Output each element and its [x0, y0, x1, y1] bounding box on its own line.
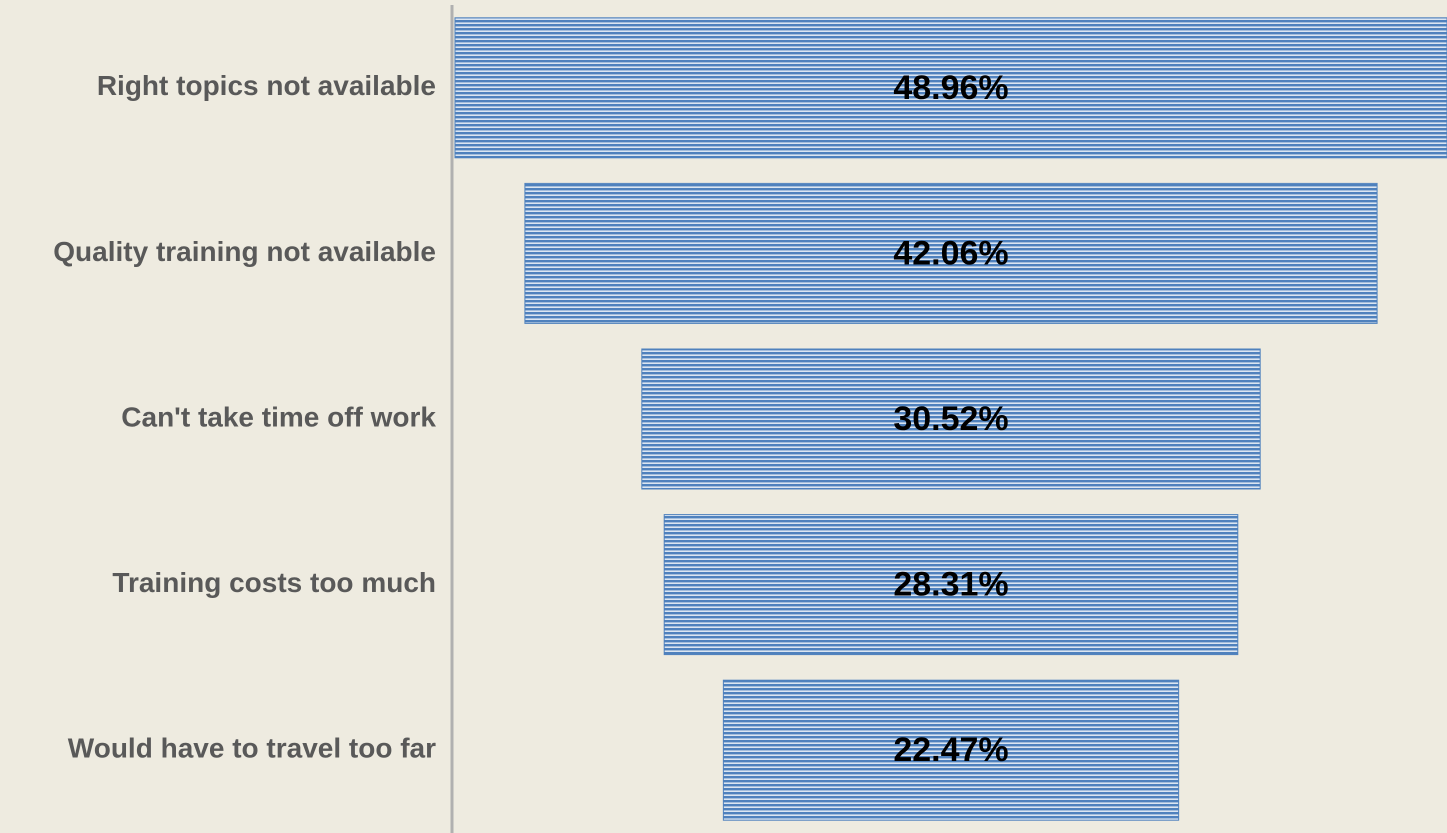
funnel-bar [641, 348, 1261, 490]
funnel-bar [722, 679, 1180, 821]
category-label: Training costs too much [112, 567, 436, 598]
funnel-bar [524, 182, 1378, 324]
data-label: 22.47% [893, 731, 1008, 769]
funnel-bar [663, 514, 1239, 656]
data-label: 48.96% [893, 69, 1008, 107]
category-label: Quality training not available [53, 236, 436, 267]
category-label: Can't take time off work [121, 401, 436, 432]
category-label: Would have to travel too far [68, 733, 436, 764]
category-label: Right topics not available [97, 70, 436, 101]
funnel-bar [454, 17, 1447, 159]
data-label: 30.52% [893, 400, 1008, 438]
data-label: 28.31% [893, 566, 1008, 604]
data-label: 42.06% [893, 234, 1008, 272]
